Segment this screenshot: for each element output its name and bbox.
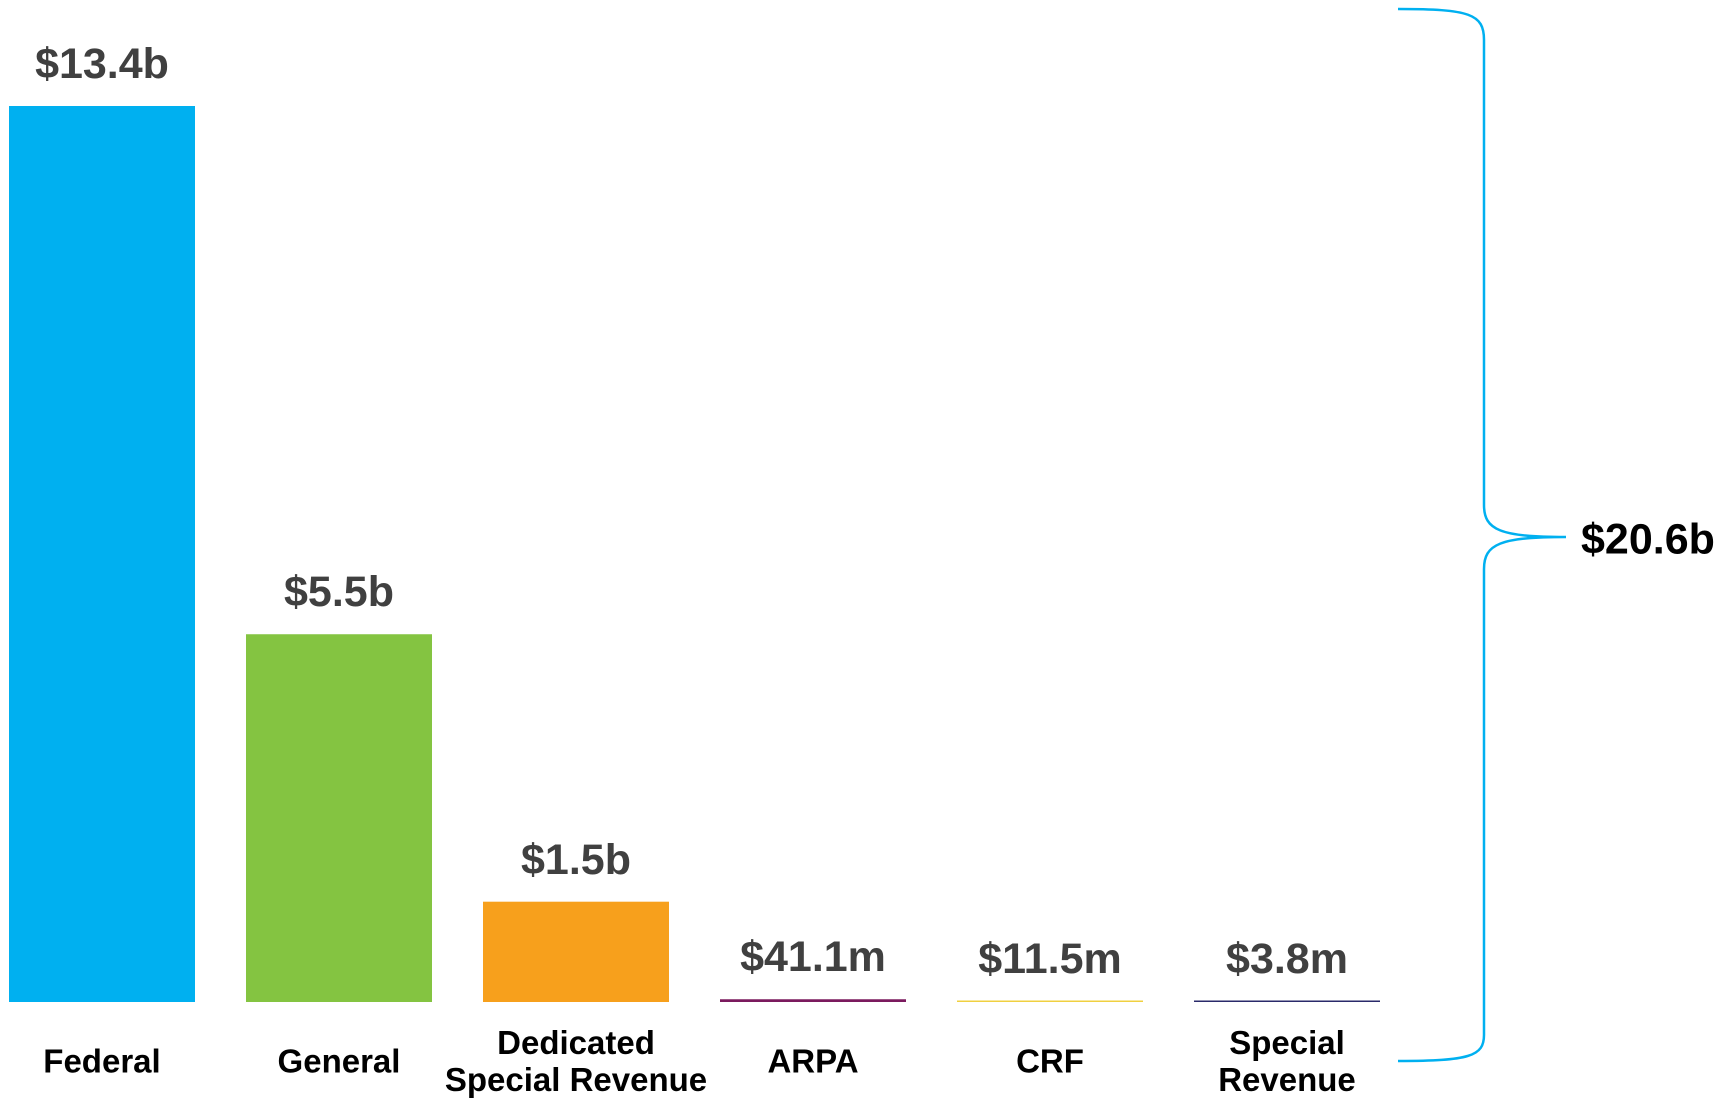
value-label: $1.5b (521, 835, 631, 884)
value-label: $41.1m (740, 933, 886, 982)
bar (483, 901, 669, 1002)
bar (246, 634, 432, 1002)
bar (1194, 1000, 1380, 1002)
x-tick-label: CRF (1016, 1042, 1084, 1080)
total-label: $20.6b (1581, 515, 1715, 564)
x-tick-label: Federal (43, 1042, 161, 1080)
x-tick-label: General (277, 1042, 401, 1080)
total-brace (1397, 7, 1567, 1063)
x-tick-label: ARPA (767, 1042, 859, 1080)
bar (957, 1000, 1143, 1002)
x-tick-label: Dedicated Special Revenue (444, 1024, 708, 1098)
value-label: $11.5m (978, 934, 1122, 983)
value-label: $3.8m (1226, 934, 1348, 983)
bar (9, 106, 195, 1002)
value-label: $5.5b (284, 568, 394, 617)
x-tick-label: Special Revenue (1218, 1024, 1356, 1098)
bar (720, 999, 906, 1002)
value-label: $13.4b (35, 39, 169, 88)
